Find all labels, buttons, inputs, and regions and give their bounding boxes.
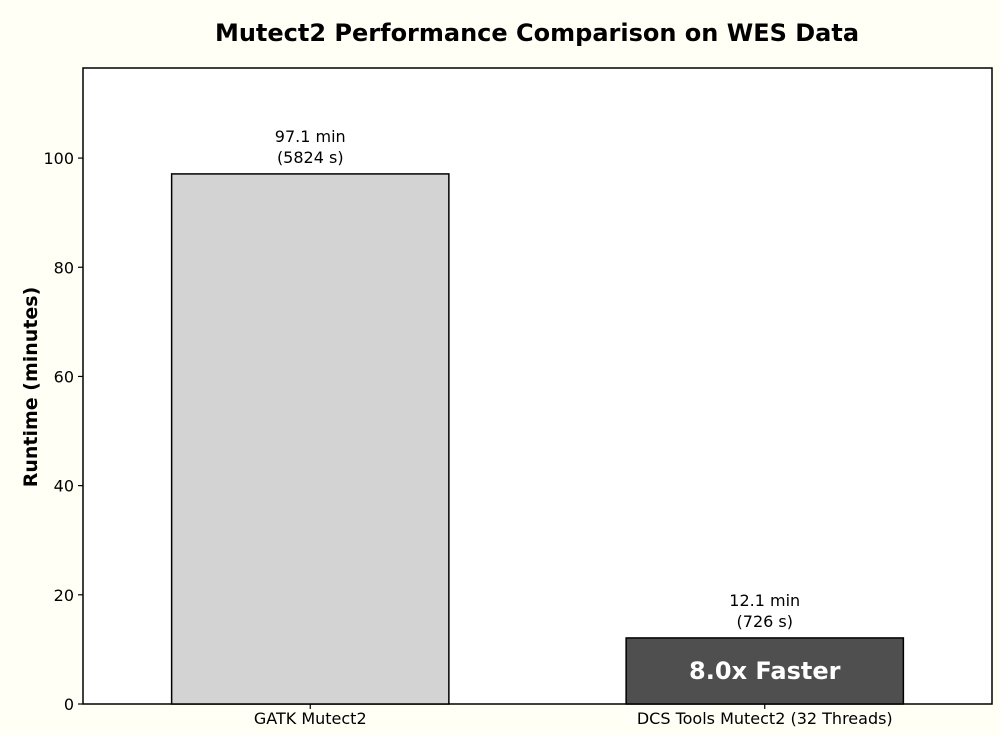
x-tick-label: GATK Mutect2	[254, 709, 367, 728]
data-label-minutes: 12.1 min	[729, 591, 800, 610]
y-tick-label: 60	[54, 367, 74, 386]
y-axis-ticks: 0 20 40 60 80 100	[43, 149, 83, 714]
data-label-seconds: (5824 s)	[277, 148, 344, 167]
y-tick-label: 20	[54, 586, 74, 605]
bar-1	[625, 637, 905, 705]
data-label-seconds: (726 s)	[737, 612, 793, 631]
data-label-minutes: 97.1 min	[275, 127, 346, 146]
speedup-annotation: 8.0x Faster	[689, 657, 841, 685]
y-axis-label: Runtime (minutes)	[20, 287, 42, 488]
bars	[170, 173, 905, 705]
y-tick-label: 100	[43, 149, 74, 168]
chart-title: Mutect2 Performance Comparison on WES Da…	[215, 19, 859, 47]
y-tick-label: 40	[54, 477, 74, 496]
x-tick-label: DCS Tools Mutect2 (32 Threads)	[637, 709, 893, 728]
y-tick-label: 80	[54, 258, 74, 277]
bar-0	[170, 173, 450, 705]
x-axis-ticks: GATK Mutect2 DCS Tools Mutect2 (32 Thread…	[254, 704, 893, 728]
y-tick-label: 0	[64, 695, 74, 714]
data-labels: 97.1 min (5824 s) 12.1 min (726 s) 8.0x Fast…	[275, 127, 841, 685]
